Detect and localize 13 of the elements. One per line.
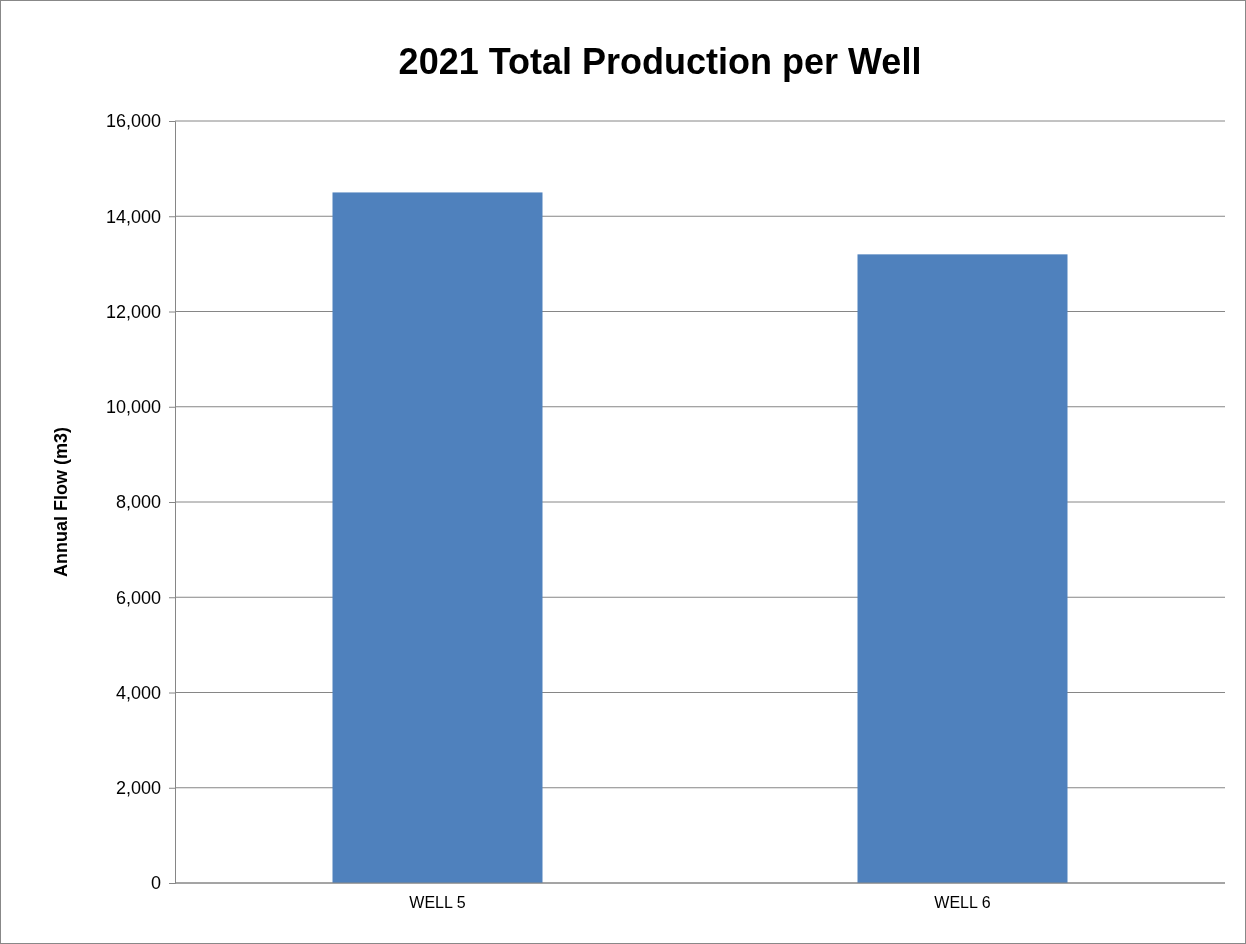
y-tick-label: 2,000 — [115, 778, 161, 799]
y-tick-label: 12,000 — [105, 301, 161, 322]
x-tick-label: WELL 6 — [934, 894, 991, 912]
y-axis-title: Annual Flow (m3) — [51, 427, 71, 577]
y-tick-label: 10,000 — [105, 397, 161, 418]
y-tick-label: 16,000 — [105, 111, 161, 132]
x-tick-label: WELL 5 — [409, 894, 466, 912]
chart-title: 2021 Total Production per Well — [398, 41, 922, 82]
y-tick-label: 6,000 — [115, 587, 161, 608]
y-tick-label: 0 — [150, 873, 161, 894]
y-tick-label: 4,000 — [115, 682, 161, 703]
y-tick-label: 8,000 — [115, 492, 161, 513]
y-tick-label: 14,000 — [105, 206, 161, 227]
